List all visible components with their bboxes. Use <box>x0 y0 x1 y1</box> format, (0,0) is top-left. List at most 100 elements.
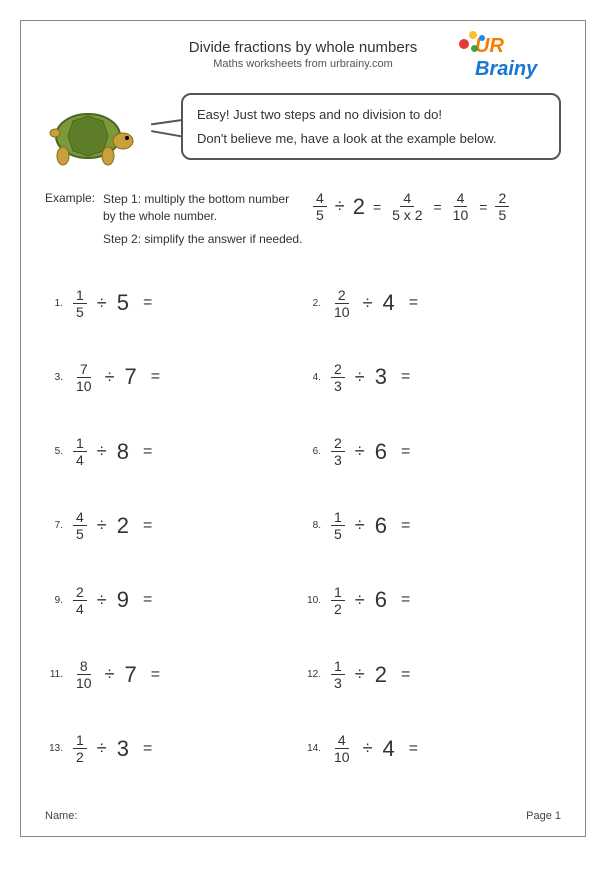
divide-symbol: ÷ <box>97 293 107 314</box>
fraction: 13 <box>331 659 345 690</box>
problem-item: 4.23÷3= <box>303 340 561 414</box>
problem-item: 14. 410 ÷ 4 = <box>303 712 561 786</box>
equals-symbol: = <box>401 517 410 535</box>
problem-item: 8. 15 ÷ 6 = <box>303 489 561 563</box>
fraction: 23 <box>331 436 345 467</box>
divide-symbol: ÷ <box>97 590 107 611</box>
equals-symbol: = <box>409 740 418 758</box>
divisor: 5 <box>117 290 129 316</box>
equals-symbol: = <box>143 740 152 758</box>
divisor: 3 <box>375 364 387 390</box>
problem-item: 2.210÷4= <box>303 266 561 340</box>
divisor: 7 <box>124 662 136 688</box>
problem-item: 6.23÷6= <box>303 415 561 489</box>
divide-symbol: ÷ <box>355 590 365 611</box>
equals-symbol: = <box>151 368 160 386</box>
divisor: 4 <box>382 736 394 762</box>
worksheet-page: Divide fractions by whole numbers Maths … <box>20 20 586 837</box>
problem-item: 3.710÷7= <box>45 340 303 414</box>
fraction: 45 <box>73 510 87 541</box>
fraction: 14 <box>73 436 87 467</box>
problem-number: 6. <box>303 446 321 457</box>
speech-tail-icon <box>151 119 185 126</box>
problem-item: 11. 810 ÷ 7 = <box>45 637 303 711</box>
divisor: 6 <box>375 587 387 613</box>
divide-symbol: ÷ <box>355 441 365 462</box>
problem-item: 1. 15 ÷ 5 = <box>45 266 303 340</box>
problem-number: 12. <box>303 669 321 680</box>
divide-symbol: ÷ <box>105 664 115 685</box>
problem-number: 4. <box>303 372 321 383</box>
divisor: 2 <box>353 194 365 220</box>
fraction: 15 <box>331 510 345 541</box>
fraction: 15 <box>73 288 87 319</box>
footer: Name: Page 1 <box>45 810 561 822</box>
fraction: 4 5 <box>313 191 327 222</box>
fraction: 2 5 <box>495 191 509 222</box>
example-step1: Step 1: multiply the bottom number by th… <box>103 191 303 225</box>
example-label: Example: <box>45 191 103 205</box>
equals-symbol: = <box>401 368 410 386</box>
divisor: 2 <box>117 513 129 539</box>
divide-symbol: ÷ <box>97 515 107 536</box>
problem-number: 9. <box>45 595 63 606</box>
problem-item: 9.24÷9= <box>45 563 303 637</box>
equals-symbol: = <box>401 591 410 609</box>
problems-grid: 1.15÷5=2.210÷4=3.710÷7=4.23÷3=5.14÷8=6.2… <box>45 266 561 786</box>
fraction: 12 <box>331 585 345 616</box>
problem-number: 3. <box>45 372 63 383</box>
divide-symbol: ÷ <box>355 664 365 685</box>
divide-symbol: ÷ <box>335 196 345 217</box>
fraction: 12 <box>73 733 87 764</box>
example-steps: Step 1: multiply the bottom number by th… <box>103 191 303 247</box>
problem-number: 1. <box>45 298 63 309</box>
equals-symbol: = <box>479 199 487 215</box>
divide-symbol: ÷ <box>355 515 365 536</box>
fraction: 710 <box>73 362 95 393</box>
problem-item: 13. 12 ÷ 3 = <box>45 712 303 786</box>
problem-number: 5. <box>45 446 63 457</box>
problem-number: 13. <box>45 743 63 754</box>
problem-item: 10. 12 ÷ 6 = <box>303 563 561 637</box>
speech-line: Don't believe me, have a look at the exa… <box>197 129 545 149</box>
divisor: 8 <box>117 439 129 465</box>
equals-symbol: = <box>143 517 152 535</box>
fraction: 810 <box>73 659 95 690</box>
equals-symbol: = <box>143 294 152 312</box>
problem-number: 14. <box>303 743 321 754</box>
example-section: Example: Step 1: multiply the bottom num… <box>45 191 561 247</box>
name-label: Name: <box>45 810 77 822</box>
logo: UR Brainy <box>475 35 565 85</box>
speech-tail-icon <box>151 130 185 138</box>
page-number: Page 1 <box>526 810 561 822</box>
divide-symbol: ÷ <box>97 738 107 759</box>
fraction: 4 10 <box>450 191 472 222</box>
divisor: 3 <box>117 736 129 762</box>
problem-number: 11. <box>45 669 63 680</box>
turtle-icon <box>33 101 143 171</box>
fraction: 24 <box>73 585 87 616</box>
fraction: 210 <box>331 288 353 319</box>
example-step2: Step 2: simplify the answer if needed. <box>103 231 303 248</box>
equals-symbol: = <box>401 666 410 684</box>
problem-number: 2. <box>303 298 321 309</box>
divisor: 2 <box>375 662 387 688</box>
problem-number: 10. <box>303 595 321 606</box>
divide-symbol: ÷ <box>355 367 365 388</box>
example-math: 4 5 ÷ 2 = 4 5 x 2 = 4 10 = 2 5 <box>313 191 509 222</box>
divisor: 6 <box>375 513 387 539</box>
equals-symbol: = <box>433 199 441 215</box>
divisor: 7 <box>124 364 136 390</box>
equals-symbol: = <box>401 443 410 461</box>
problem-number: 8. <box>303 520 321 531</box>
equals-symbol: = <box>143 443 152 461</box>
problem-item: 12. 13 ÷ 2 = <box>303 637 561 711</box>
problem-item: 5.14÷8= <box>45 415 303 489</box>
equals-symbol: = <box>151 666 160 684</box>
divide-symbol: ÷ <box>363 738 373 759</box>
fraction: 410 <box>331 733 353 764</box>
divisor: 4 <box>382 290 394 316</box>
speech-bubble: Easy! Just two steps and no division to … <box>181 93 561 160</box>
problem-number: 7. <box>45 520 63 531</box>
logo-text-brainy: Brainy <box>475 58 537 80</box>
